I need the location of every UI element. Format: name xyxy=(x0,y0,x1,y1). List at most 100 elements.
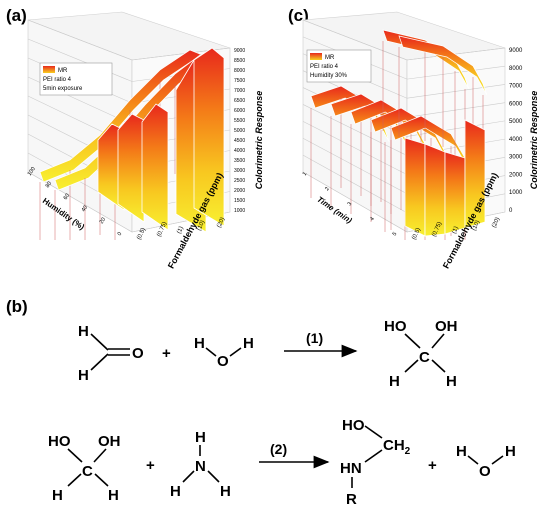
z-tick-label: 1500 xyxy=(234,198,245,204)
svg-text:OH: OH xyxy=(435,318,458,335)
legend-swatch xyxy=(43,66,55,73)
panel-a-z-axis-label: Colorimetric Response xyxy=(254,91,264,190)
reaction-2-arrow: (2) xyxy=(259,441,330,469)
z-tick-label: 3000 xyxy=(234,168,245,174)
legend-line2: 5min exposure xyxy=(43,86,83,92)
panel-c-z-axis-label: Colorimetric Response xyxy=(529,91,539,190)
panel-c-chart: MR PEI ratio 4 Humidity 30% 0 1000 2000 300… xyxy=(302,11,539,270)
y-tick-label: 1 xyxy=(302,171,309,177)
svg-text:H: H xyxy=(108,487,119,504)
z-tick-label: 7000 xyxy=(509,84,523,90)
panel-a-label: (a) xyxy=(6,6,27,25)
svg-text:HO: HO xyxy=(384,318,407,335)
svg-text:HN: HN xyxy=(340,460,362,477)
legend-series: MR xyxy=(325,55,335,61)
y-tick-label: 40 xyxy=(81,205,89,213)
z-tick-label: 6500 xyxy=(234,98,245,104)
z-tick-label: 8000 xyxy=(234,68,245,74)
y-tick-label: 0 xyxy=(117,231,124,237)
z-tick-label: 7500 xyxy=(234,78,245,84)
front-curtain xyxy=(141,103,169,231)
z-tick-label: 4000 xyxy=(234,148,245,154)
svg-text:C: C xyxy=(419,349,430,366)
z-tick-label: 1000 xyxy=(509,190,523,196)
svg-text:CH2: CH2 xyxy=(383,437,411,457)
svg-text:HO: HO xyxy=(48,433,71,450)
front-curtain xyxy=(424,143,446,237)
svg-text:H: H xyxy=(52,487,63,504)
panel-a-legend: MR PEI ratio 4 5min exposure xyxy=(39,62,113,96)
svg-text:O: O xyxy=(217,353,229,370)
plus-sign: + xyxy=(428,457,437,474)
z-tick-label: 6000 xyxy=(234,108,245,114)
x-tick-label: (10) xyxy=(471,220,481,232)
x-tick-label: (20) xyxy=(216,217,226,229)
svg-text:H: H xyxy=(220,483,231,500)
x-tick-label: (10) xyxy=(196,220,206,232)
svg-text:H: H xyxy=(78,323,89,340)
y-tick-label: 5 xyxy=(392,231,399,237)
svg-text:H: H xyxy=(389,373,400,390)
time-band xyxy=(398,35,488,96)
formaldehyde-molecule: H H O xyxy=(78,323,144,384)
legend-line2: Humidity 30% xyxy=(310,73,348,79)
panel-c-z-ticks: 0 1000 2000 3000 4000 5000 6000 7000 8000 9000 xyxy=(509,48,523,214)
front-curtain xyxy=(404,137,426,237)
svg-text:H: H xyxy=(195,429,206,446)
x-tick-label: (1) xyxy=(451,226,460,235)
z-tick-label: 9000 xyxy=(234,48,245,54)
z-tick-label: 8500 xyxy=(234,58,245,64)
plus-sign: + xyxy=(146,457,155,474)
svg-text:H: H xyxy=(194,335,205,352)
z-tick-label: 8000 xyxy=(509,66,523,72)
panel-c-legend: MR PEI ratio 4 Humidity 30% xyxy=(306,49,372,83)
panel-b-label: (b) xyxy=(6,297,28,316)
methanediol-reactant: HO OH C H H xyxy=(48,433,121,504)
svg-text:OH: OH xyxy=(98,433,121,450)
z-tick-label: 6000 xyxy=(509,101,523,107)
svg-text:H: H xyxy=(456,443,467,460)
legend-series: MR xyxy=(58,68,68,74)
panel-a-y-ticks: 100 80 60 40 20 0 xyxy=(27,166,124,237)
z-tick-label: 2000 xyxy=(234,188,245,194)
y-tick-label: 4 xyxy=(369,216,376,222)
z-tick-label: 5000 xyxy=(234,128,245,134)
x-tick-label: (0.5) xyxy=(136,227,147,241)
svg-text:H: H xyxy=(78,367,89,384)
front-curtain xyxy=(193,47,225,227)
time-band xyxy=(310,85,390,143)
svg-text:H: H xyxy=(170,483,181,500)
legend-swatch xyxy=(310,53,322,60)
z-tick-label: 3500 xyxy=(234,158,245,164)
water-product: H O H xyxy=(456,443,516,480)
panel-a-z-ticks: 1000 1500 2000 2500 3000 3500 4000 4500 5000 5500… xyxy=(234,48,245,214)
svg-text:R: R xyxy=(346,491,357,508)
y-tick-label: 100 xyxy=(27,166,37,177)
y-tick-label: 80 xyxy=(45,181,53,189)
svg-text:HO: HO xyxy=(342,417,365,434)
panel-a-ribbons xyxy=(39,47,225,240)
reaction-1-label: (1) xyxy=(306,330,323,346)
svg-text:H: H xyxy=(505,443,516,460)
svg-text:O: O xyxy=(479,463,491,480)
y-tick-label: 3 xyxy=(347,201,354,207)
z-tick-label: 2500 xyxy=(234,178,245,184)
front-curtain xyxy=(117,113,145,223)
svg-text:H: H xyxy=(446,373,457,390)
legend-line1: PEI ratio 4 xyxy=(310,64,339,70)
y-tick-label: 60 xyxy=(63,193,71,201)
front-curtain xyxy=(444,151,466,235)
z-tick-label: 9000 xyxy=(509,48,523,54)
panel-c-ribbons xyxy=(310,29,488,240)
x-tick-label: (1) xyxy=(176,226,185,235)
z-tick-label: 3000 xyxy=(509,155,523,161)
z-tick-label: 7000 xyxy=(234,88,245,94)
z-tick-label: 4000 xyxy=(509,137,523,143)
ammonia-molecule: H N H H xyxy=(170,429,231,500)
front-curtain xyxy=(464,119,486,229)
y-tick-label: 2 xyxy=(324,186,331,192)
y-tick-label: 20 xyxy=(99,217,107,225)
z-tick-label: 0 xyxy=(509,208,513,214)
svg-text:H: H xyxy=(243,335,254,352)
z-tick-label: 5500 xyxy=(234,118,245,124)
